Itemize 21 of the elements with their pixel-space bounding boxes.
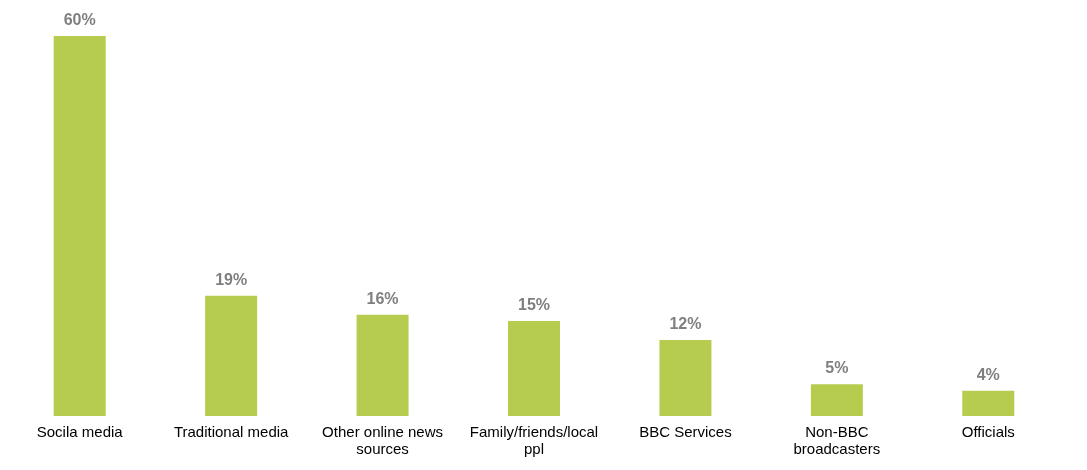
x-tick-label: Socila media (36, 422, 124, 440)
bar (53, 36, 106, 416)
bar (962, 390, 1015, 416)
bar (659, 340, 712, 416)
bar (356, 314, 409, 416)
x-tick-label: Traditional media (173, 422, 290, 440)
data-label: 19% (215, 270, 248, 288)
x-tick-label: Non-BBC broadcasters (793, 422, 881, 457)
x-tick-label: Other online news sources (322, 422, 444, 457)
data-label: 12% (669, 315, 702, 332)
bar (508, 321, 560, 416)
bar (810, 384, 863, 416)
data-label: 60% (63, 11, 96, 28)
data-label: 16% (366, 289, 399, 307)
x-tick-label: BBC Services (639, 422, 732, 440)
bar (205, 295, 258, 416)
x-tick-label: Family/friends/local ppl (469, 422, 599, 457)
data-label: 15% (517, 296, 551, 313)
data-label: 5% (825, 359, 849, 377)
data-label: 4% (976, 365, 1000, 383)
x-tick-label: Officials (961, 422, 1015, 440)
